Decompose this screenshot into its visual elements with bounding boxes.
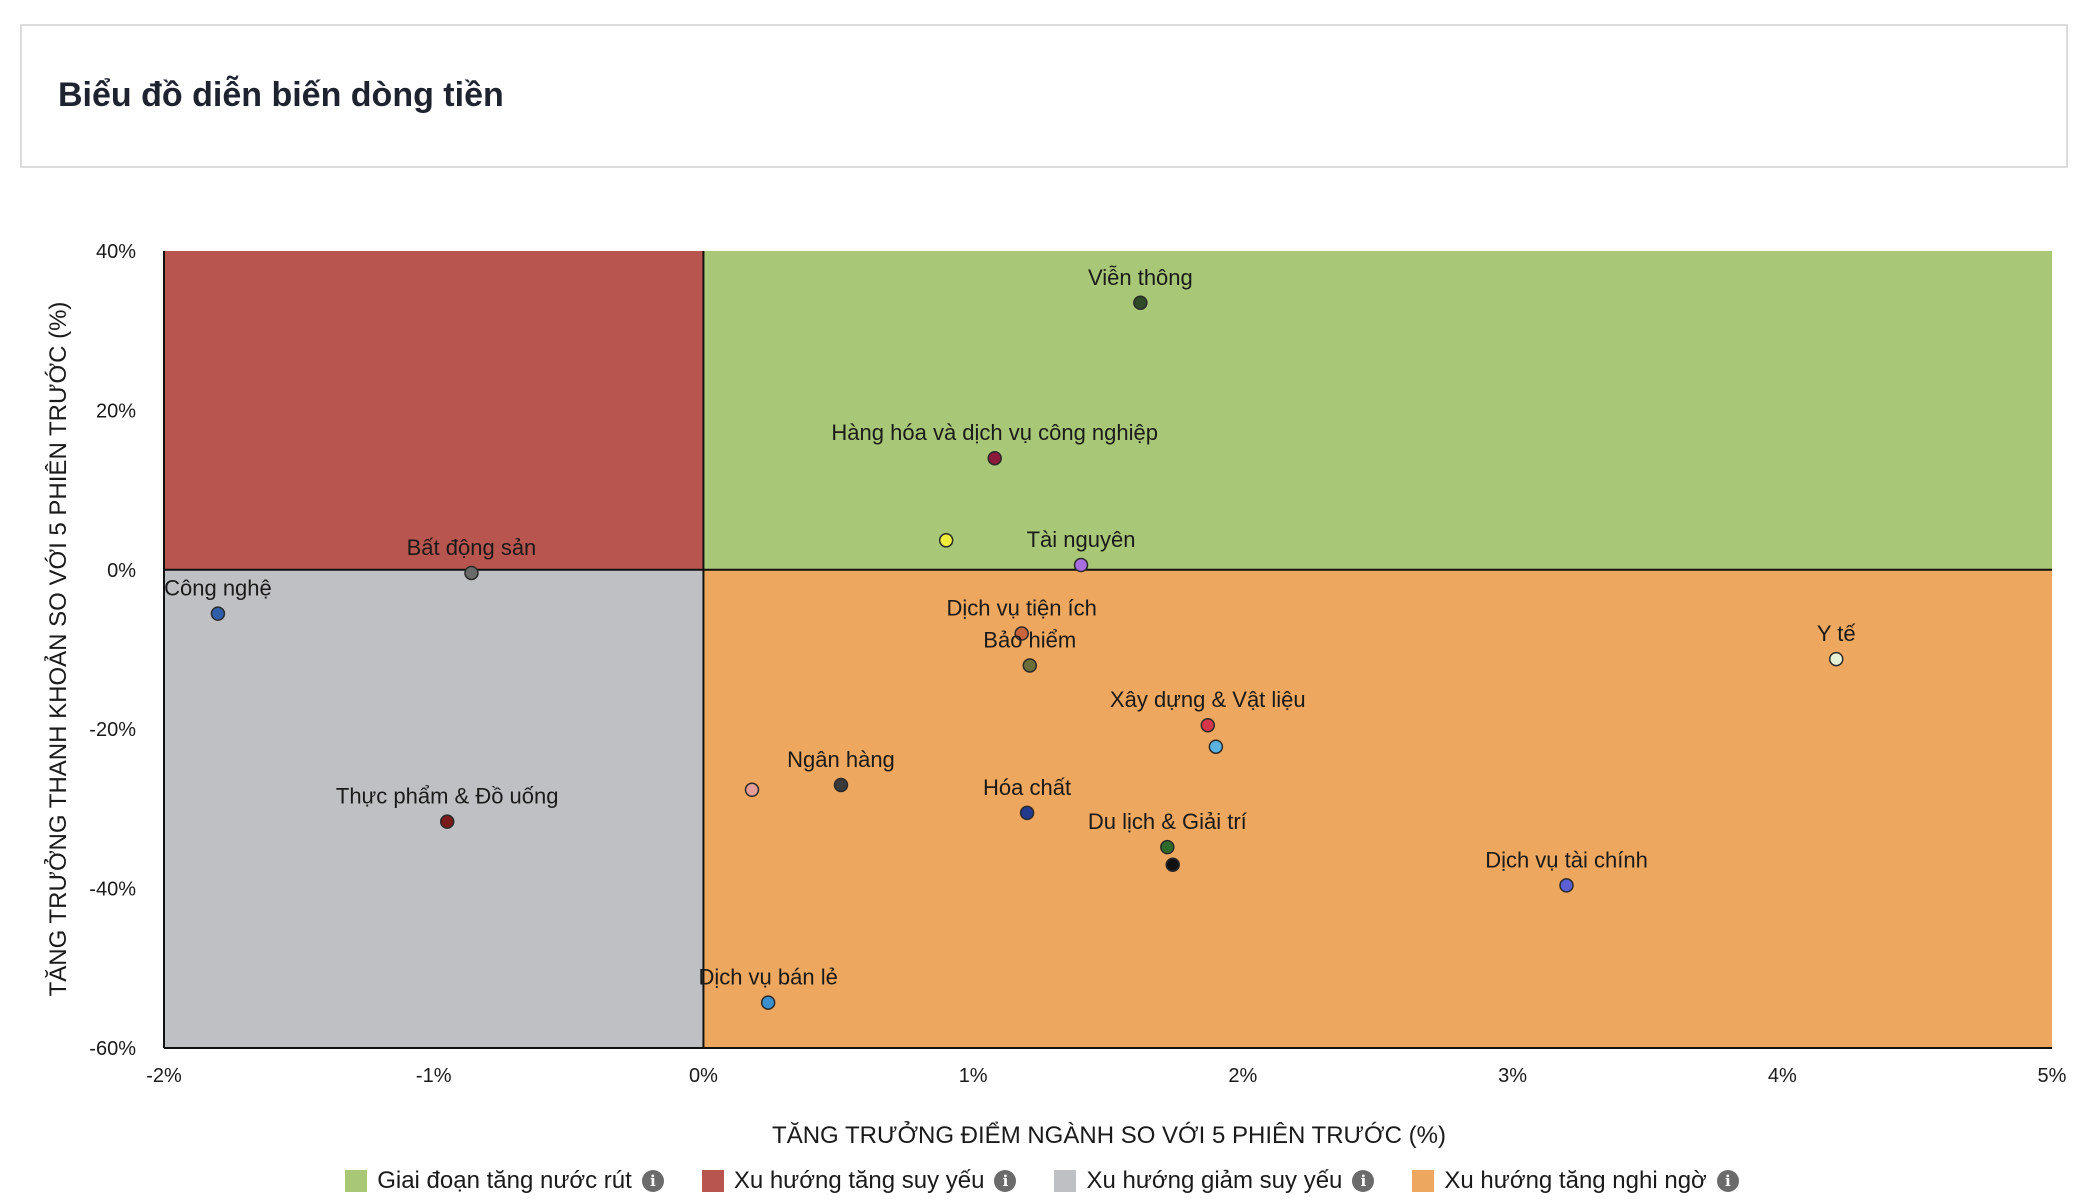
data-label: Y tế <box>1817 621 1856 646</box>
x-tick-label: -2% <box>146 1065 182 1087</box>
data-label: Hàng hóa và dịch vụ công nghiệp <box>831 420 1158 445</box>
legend-item-giai-doan-tang-nuoc-rut[interactable]: Giai đoạn tăng nước rút i <box>345 1167 664 1195</box>
x-tick-label: 1% <box>959 1065 988 1087</box>
x-axis-title: TĂNG TRƯỞNG ĐIỂM NGÀNH SO VỚI 5 PHIÊN TR… <box>772 1120 1446 1149</box>
legend: Giai đoạn tăng nước rút i Xu hướng tăng … <box>0 1163 2084 1199</box>
data-point-hoa-chat[interactable] <box>1019 805 1035 821</box>
quadrant-xu-huong-tang-suy-yeu <box>164 251 704 570</box>
legend-label: Xu hướng tăng nghi ngờ <box>1444 1167 1707 1194</box>
data-label: Bảo hiểm <box>983 627 1076 652</box>
quadrant-xu-huong-giam-suy-yeu <box>164 569 704 1048</box>
x-tick-label: 3% <box>1498 1065 1527 1087</box>
legend-label: Giai đoạn tăng nước rút <box>377 1167 632 1194</box>
data-point[interactable] <box>938 533 954 548</box>
page-title: Biểu đồ diễn biến dòng tiền <box>58 76 504 114</box>
data-point[interactable] <box>744 782 760 798</box>
legend-swatch <box>1054 1170 1077 1192</box>
info-icon[interactable]: i <box>1352 1170 1375 1192</box>
quadrant-xu-huong-tang-nghi-ngo <box>703 569 2052 1048</box>
data-point[interactable] <box>1208 739 1224 754</box>
data-point-dich-vu-tien-ich[interactable] <box>1014 626 1029 641</box>
data-point-dich-vu-tai-chinh[interactable] <box>1559 878 1574 893</box>
info-icon[interactable]: i <box>1716 1170 1739 1192</box>
info-icon[interactable]: i <box>641 1170 664 1192</box>
legend-swatch <box>345 1170 368 1192</box>
data-label: Dịch vụ tiện ích <box>946 596 1096 621</box>
data-point[interactable] <box>1165 857 1180 872</box>
data-label: Xây dựng & Vật liệu <box>1110 687 1306 712</box>
legend-item-xu-huong-giam-suy-yeu[interactable]: Xu hướng giảm suy yếu i <box>1054 1167 1375 1195</box>
quadrant-giai-doan-tang-nuoc-rut <box>703 251 2052 570</box>
data-point-xay-dung-vat-lieu[interactable] <box>1200 717 1216 733</box>
data-point-dich-vu-ban-le[interactable] <box>760 995 776 1010</box>
data-point-bao-hiem[interactable] <box>1022 658 1038 673</box>
data-label: Dịch vụ bán lẻ <box>698 965 837 990</box>
legend-swatch <box>701 1170 724 1192</box>
data-label: Công nghệ <box>164 576 272 601</box>
y-tick-label: -40% <box>89 879 136 901</box>
x-tick-label: -1% <box>416 1065 452 1087</box>
data-point-ngan-hang[interactable] <box>833 777 849 793</box>
x-tick-label: 5% <box>2038 1065 2067 1087</box>
data-label: Ngân hàng <box>787 747 895 772</box>
data-point-cong-nghe[interactable] <box>210 606 226 621</box>
data-label: Hóa chất <box>983 775 1071 800</box>
data-label: Dịch vụ tài chính <box>1485 847 1648 872</box>
legend-item-xu-huong-tang-suy-yeu[interactable]: Xu hướng tăng suy yếu i <box>701 1167 1017 1195</box>
y-tick-label: -20% <box>89 719 136 741</box>
y-tick-label: 0% <box>107 560 136 582</box>
x-tick-label: 2% <box>1228 1065 1257 1087</box>
y-tick-label: -60% <box>89 1038 136 1060</box>
data-point-y-te[interactable] <box>1828 651 1844 667</box>
info-icon[interactable]: i <box>994 1170 1017 1192</box>
data-label: Tài nguyên <box>1027 527 1136 552</box>
x-tick-label: 4% <box>1768 1065 1797 1087</box>
data-label: Viễn thông <box>1088 265 1193 290</box>
data-point-du-lich-giai-tri[interactable] <box>1160 839 1175 855</box>
y-tick-label: 40% <box>96 241 136 263</box>
data-point-bat-dong-san[interactable] <box>464 565 479 581</box>
data-point-thuc-pham-do-uong[interactable] <box>439 814 455 829</box>
y-tick-label: 20% <box>96 400 136 422</box>
chart-header-card: Biểu đồ diễn biến dòng tiền <box>20 24 2068 168</box>
x-tick-label: 0% <box>689 1065 718 1087</box>
legend-label: Xu hướng giảm suy yếu <box>1086 1167 1343 1194</box>
y-axis-title: TĂNG TRƯỞNG THANH KHOẢN SO VỚI 5 PHIÊN T… <box>43 302 72 997</box>
label-layer: Viễn thông Hàng hóa và dịch vụ công nghiệ… <box>164 265 1855 990</box>
quadrant-layer <box>164 251 2052 1048</box>
legend-swatch <box>1412 1170 1435 1192</box>
data-label: Bất động sản <box>407 535 537 560</box>
axis-layer: -2% -1% 0% 1% 2% 3% 4% 5% 40% 20% 0% -20% -40% -60% <box>89 241 2066 1087</box>
data-point-tai-nguyen[interactable] <box>1073 557 1089 573</box>
data-point-hang-hoa-va-dich-vu-cong-nghiep[interactable] <box>987 450 1002 466</box>
point-layer <box>210 295 1844 1010</box>
data-label: Du lịch & Giải trí <box>1088 809 1247 834</box>
data-label: Thực phẩm & Đồ uống <box>336 784 559 809</box>
data-point-vien-thong[interactable] <box>1133 295 1148 311</box>
cash-flow-quadrant-chart: -2% -1% 0% 1% 2% 3% 4% 5% 40% 20% 0% -20% -40% -60% V… <box>43 241 2067 1149</box>
legend-item-xu-huong-tang-nghi-ngo[interactable]: Xu hướng tăng nghi ngờ i <box>1412 1167 1739 1195</box>
legend-label: Xu hướng tăng suy yếu <box>733 1167 985 1194</box>
